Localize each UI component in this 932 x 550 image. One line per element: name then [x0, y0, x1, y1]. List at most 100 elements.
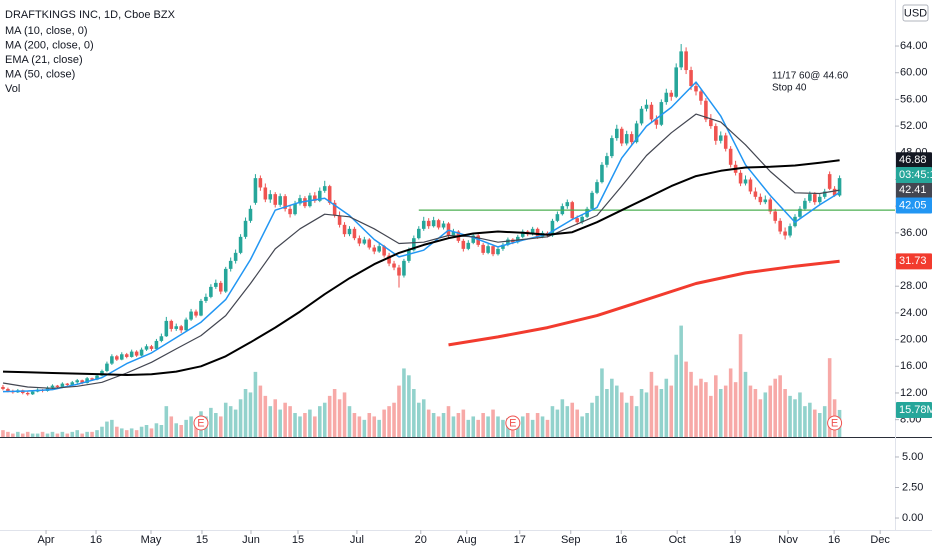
- candle-body: [714, 126, 718, 141]
- candle-body: [624, 134, 629, 144]
- candle-body: [748, 179, 753, 192]
- volume-bar: [238, 399, 243, 437]
- candle-body: [129, 351, 134, 357]
- volume-bar: [124, 430, 129, 437]
- earnings-label: E: [509, 417, 516, 429]
- x-tick-label: 20: [415, 534, 427, 546]
- candle-body: [610, 138, 614, 157]
- volume-bar: [674, 354, 678, 437]
- volume-bar: [481, 413, 485, 437]
- price-label: 42.05: [896, 197, 932, 214]
- candle-body: [90, 378, 94, 380]
- x-tick-label: 19: [729, 534, 741, 546]
- y-tick-label: 20.00: [900, 333, 928, 345]
- volume-bar: [560, 399, 565, 437]
- volume-bar: [738, 334, 743, 437]
- volume-bar: [80, 433, 84, 437]
- volume-bar: [605, 389, 609, 437]
- candle-body: [392, 263, 396, 268]
- candle-body: [520, 231, 525, 237]
- volume-bar: [451, 416, 456, 437]
- candle-body: [822, 191, 827, 197]
- candle-body: [798, 208, 802, 217]
- volume-bar: [129, 428, 134, 437]
- volume-bar: [75, 430, 80, 437]
- candle-body: [164, 320, 169, 337]
- candle-body: [461, 240, 466, 249]
- volume-bar: [743, 371, 748, 437]
- legend-entry: MA (50, close): [5, 68, 75, 80]
- ma-line: [448, 259, 840, 347]
- candle-body: [134, 351, 139, 356]
- candle-body: [550, 220, 555, 236]
- candle-body: [412, 238, 416, 251]
- candle-body: [50, 385, 55, 388]
- volume-bar: [214, 413, 218, 437]
- y-tick-label: 12.00: [900, 387, 928, 399]
- candle-body: [506, 239, 510, 245]
- volume-bar: [218, 416, 223, 437]
- candle-body: [689, 70, 693, 87]
- candle-body: [773, 211, 777, 221]
- volume-bar: [431, 413, 436, 437]
- candle-body: [674, 67, 678, 97]
- candle-body: [600, 164, 604, 183]
- volume-bar: [634, 406, 639, 437]
- candle-body: [481, 244, 485, 253]
- volume-bar: [189, 416, 193, 437]
- price-label-text: 42.41: [899, 184, 927, 196]
- candle-body: [95, 375, 99, 380]
- volume-bar: [362, 419, 367, 437]
- volume-bar: [149, 428, 154, 437]
- volume-bar: [555, 409, 560, 437]
- candle-body: [194, 311, 198, 316]
- volume-bar: [347, 406, 352, 437]
- volume-bar: [144, 425, 149, 437]
- volume-bar: [115, 426, 119, 437]
- volume-bar: [565, 406, 570, 437]
- volume-bar: [461, 409, 466, 437]
- candle-body: [496, 248, 500, 255]
- candle-body: [738, 172, 743, 184]
- candle-body: [209, 286, 213, 297]
- candle-body: [426, 220, 431, 227]
- candle-body: [491, 246, 495, 255]
- y-tick-label: 52.00: [900, 120, 928, 132]
- volume-bar: [228, 406, 233, 437]
- candle-body: [684, 51, 688, 71]
- volume-bar: [288, 406, 292, 437]
- volume-bar: [60, 431, 65, 437]
- candle-body: [139, 349, 144, 356]
- volume-bar: [159, 425, 164, 437]
- volume-bar: [530, 419, 535, 437]
- candle-body: [436, 220, 441, 228]
- volume-bar: [45, 433, 50, 437]
- volume-bar: [615, 385, 619, 437]
- x-tick-label: May: [141, 534, 162, 546]
- candle-body: [387, 255, 391, 264]
- candle-body: [382, 246, 386, 256]
- price-label: 42.41: [896, 182, 932, 199]
- candle-body: [352, 228, 357, 239]
- x-tick-label: 16: [90, 534, 102, 546]
- volume-bar: [313, 416, 317, 437]
- y-tick-label: 24.00: [900, 307, 928, 319]
- volume-bar: [550, 406, 555, 437]
- volume-bar: [659, 389, 664, 437]
- volume-bar: [30, 433, 35, 437]
- candle-body: [100, 370, 104, 376]
- candle-body: [60, 383, 65, 387]
- candle-body: [535, 228, 540, 237]
- candle-body: [664, 92, 669, 103]
- price-label-text: 42.05: [899, 199, 927, 211]
- volume-bar: [446, 406, 451, 437]
- volume-bar: [689, 371, 693, 437]
- x-tick-label: Aug: [457, 534, 477, 546]
- volume-bar: [382, 409, 386, 437]
- volume-bar: [223, 402, 228, 437]
- candle-body: [466, 242, 471, 249]
- volume-bar: [471, 416, 476, 437]
- price-label-bg: [896, 253, 932, 270]
- candle-body: [85, 378, 89, 383]
